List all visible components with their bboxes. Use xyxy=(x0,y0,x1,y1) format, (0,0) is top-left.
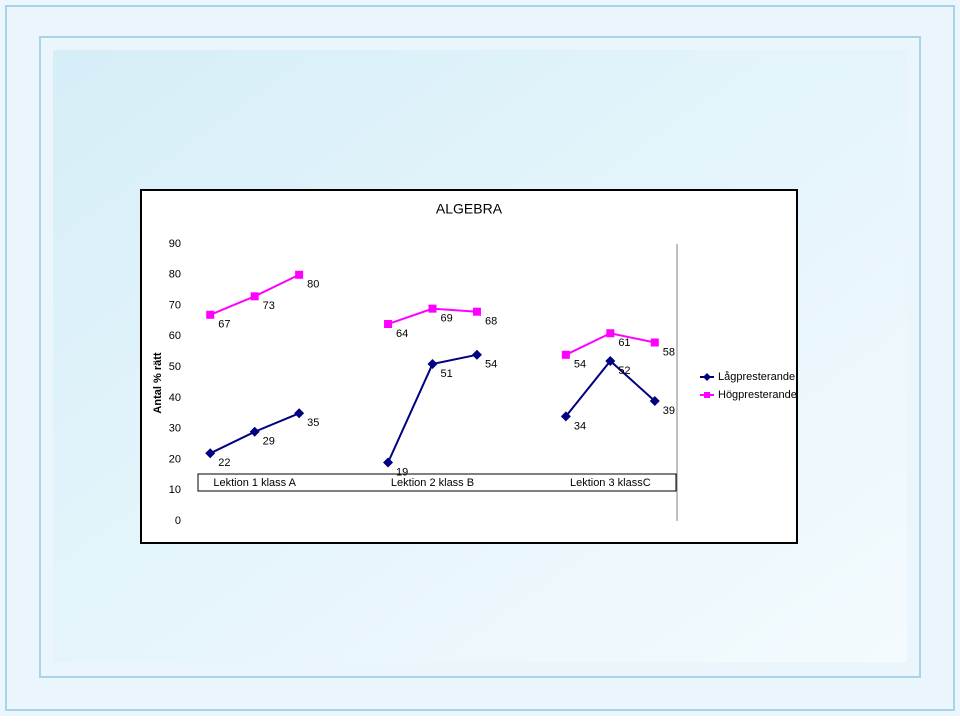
data-point xyxy=(560,411,571,422)
y-tick-label: 30 xyxy=(169,423,181,435)
y-tick-label: 50 xyxy=(169,361,181,373)
data-point xyxy=(250,292,259,301)
legend-marker xyxy=(704,392,710,398)
data-point xyxy=(606,329,615,338)
slide-frame xyxy=(5,5,955,711)
data-label: 29 xyxy=(263,436,275,448)
data-label: 52 xyxy=(618,365,630,377)
legend-label: Högpresterande xyxy=(718,389,797,401)
data-point xyxy=(428,304,437,313)
y-tick-label: 0 xyxy=(175,515,181,527)
data-point xyxy=(295,270,304,279)
data-label: 39 xyxy=(663,405,675,417)
data-point xyxy=(472,307,481,316)
x-tick-label: Lektion 1 klass A xyxy=(213,477,296,489)
data-label: 51 xyxy=(441,368,453,380)
data-label: 58 xyxy=(663,346,675,358)
data-label: 54 xyxy=(485,359,497,371)
data-point xyxy=(650,338,659,347)
data-point xyxy=(605,355,616,366)
data-label: 61 xyxy=(618,337,630,349)
data-point xyxy=(471,349,482,360)
data-point xyxy=(294,408,305,419)
x-tick-label: Lektion 3 klassC xyxy=(570,477,651,489)
chart-title: ALGEBRA xyxy=(436,201,503,217)
data-point xyxy=(383,457,394,468)
data-label: 69 xyxy=(441,313,453,325)
category-box xyxy=(197,473,677,492)
data-point xyxy=(427,359,438,370)
data-label: 67 xyxy=(218,319,230,331)
y-tick-label: 40 xyxy=(169,392,181,404)
data-point xyxy=(649,395,660,406)
y-tick-label: 90 xyxy=(169,238,181,250)
y-axis-label: Antal % rätt xyxy=(152,352,164,413)
data-label: 35 xyxy=(307,417,319,429)
data-label: 22 xyxy=(218,457,230,469)
data-point xyxy=(384,320,393,329)
data-label: 68 xyxy=(485,316,497,328)
y-tick-label: 10 xyxy=(169,484,181,496)
slide-frame xyxy=(39,36,921,678)
data-label: 80 xyxy=(307,279,319,291)
data-label: 19 xyxy=(396,466,408,478)
x-tick-label: Lektion 2 klass B xyxy=(391,477,474,489)
data-label: 34 xyxy=(574,420,586,432)
y-tick-label: 60 xyxy=(169,330,181,342)
data-point xyxy=(561,350,570,359)
data-point xyxy=(249,426,260,437)
data-label: 73 xyxy=(263,300,275,312)
data-point xyxy=(205,448,216,459)
legend-label: Lågpresterande xyxy=(718,371,795,383)
y-tick-label: 80 xyxy=(169,269,181,281)
y-tick-label: 20 xyxy=(169,453,181,465)
legend-marker xyxy=(703,373,711,381)
data-label: 64 xyxy=(396,328,408,340)
y-tick-label: 70 xyxy=(169,299,181,311)
data-point xyxy=(206,310,215,319)
data-label: 54 xyxy=(574,359,586,371)
